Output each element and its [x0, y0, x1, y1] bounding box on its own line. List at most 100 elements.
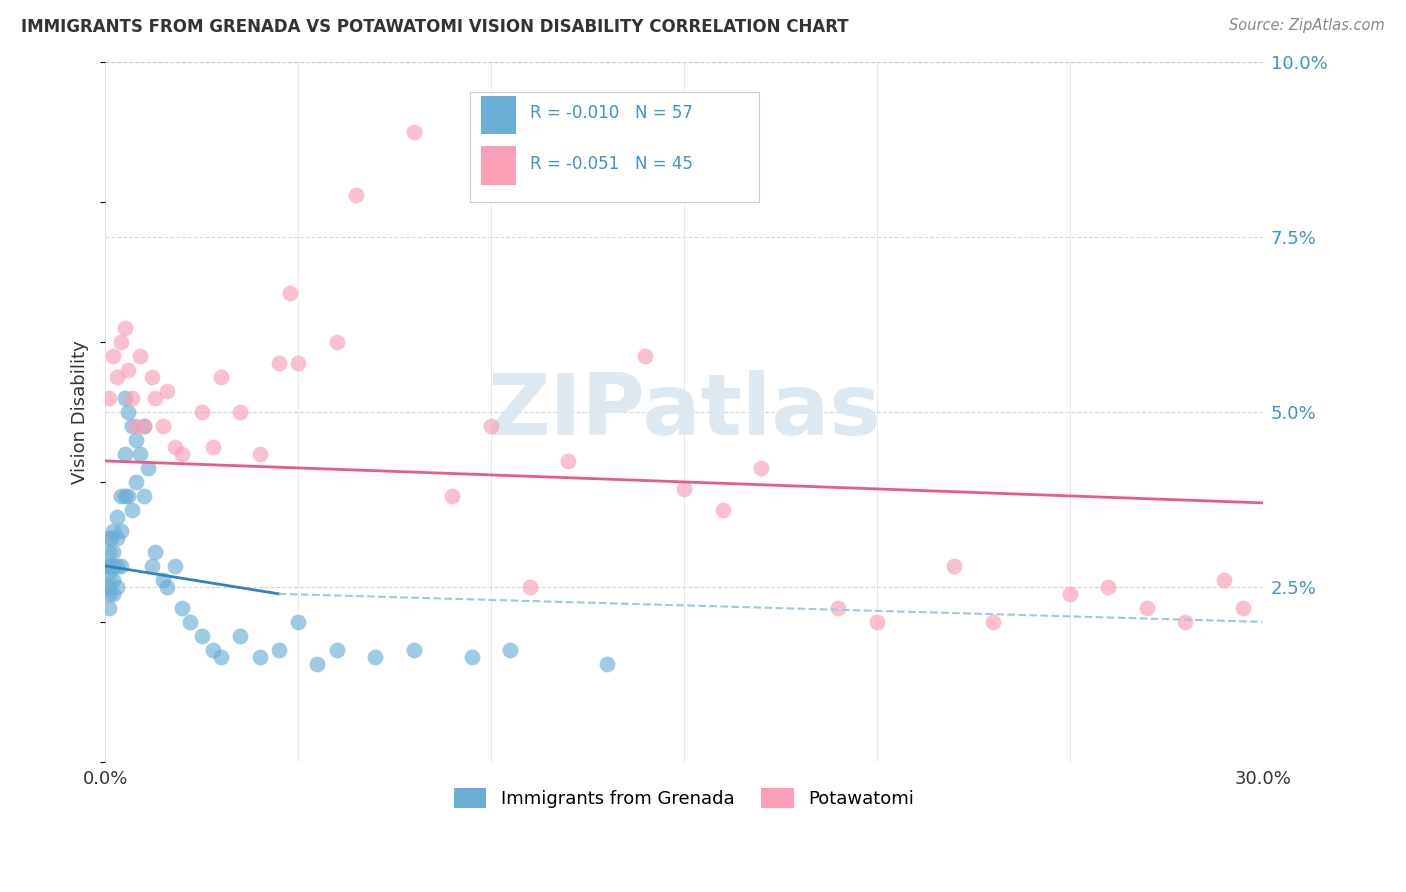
- Point: [105, 509, 128, 524]
- Point: [145, 545, 167, 559]
- Point: [229, 405, 252, 419]
- Point: [402, 125, 425, 139]
- Point: [98, 558, 121, 573]
- Point: [749, 461, 772, 475]
- Point: [172, 600, 194, 615]
- Point: [596, 657, 619, 671]
- Point: [101, 587, 124, 601]
- Point: [344, 188, 367, 202]
- Point: [98, 566, 121, 580]
- Text: R = -0.010   N = 57: R = -0.010 N = 57: [530, 104, 693, 122]
- Point: [202, 643, 225, 657]
- Point: [1097, 580, 1119, 594]
- Point: [132, 419, 155, 434]
- Point: [364, 649, 387, 664]
- Point: [1136, 600, 1159, 615]
- Point: [249, 649, 271, 664]
- Point: [98, 531, 121, 545]
- Point: [402, 643, 425, 657]
- Point: [136, 461, 159, 475]
- Point: [479, 419, 502, 434]
- Legend: Immigrants from Grenada, Potawatomi: Immigrants from Grenada, Potawatomi: [447, 780, 921, 815]
- Point: [114, 489, 136, 503]
- Point: [101, 524, 124, 538]
- Text: IMMIGRANTS FROM GRENADA VS POTAWATOMI VISION DISABILITY CORRELATION CHART: IMMIGRANTS FROM GRENADA VS POTAWATOMI VI…: [21, 18, 849, 36]
- Point: [100, 531, 122, 545]
- Point: [499, 643, 522, 657]
- Point: [96, 580, 118, 594]
- Point: [1232, 600, 1254, 615]
- Point: [114, 321, 136, 335]
- Point: [125, 419, 148, 434]
- FancyBboxPatch shape: [470, 92, 759, 202]
- Point: [249, 447, 271, 461]
- Point: [98, 600, 121, 615]
- Point: [101, 573, 124, 587]
- Point: [1059, 587, 1081, 601]
- Point: [100, 558, 122, 573]
- Point: [132, 419, 155, 434]
- Point: [114, 447, 136, 461]
- Point: [634, 349, 657, 363]
- Point: [1174, 615, 1197, 629]
- Point: [98, 391, 121, 405]
- Point: [172, 447, 194, 461]
- Bar: [481, 146, 516, 185]
- Point: [110, 558, 132, 573]
- Point: [163, 558, 186, 573]
- Point: [105, 558, 128, 573]
- Point: [125, 475, 148, 489]
- Point: [101, 349, 124, 363]
- Point: [672, 482, 695, 496]
- Point: [179, 615, 201, 629]
- Point: [105, 580, 128, 594]
- Text: R = -0.051   N = 45: R = -0.051 N = 45: [530, 154, 693, 172]
- Point: [110, 334, 132, 349]
- Text: ZIPatlas: ZIPatlas: [486, 370, 880, 453]
- Point: [110, 524, 132, 538]
- Point: [121, 503, 143, 517]
- Point: [267, 356, 290, 370]
- Point: [98, 587, 121, 601]
- Point: [711, 503, 734, 517]
- Point: [101, 558, 124, 573]
- Point: [163, 440, 186, 454]
- Bar: [481, 95, 516, 134]
- Point: [117, 363, 139, 377]
- Point: [96, 558, 118, 573]
- Point: [152, 573, 174, 587]
- Point: [307, 657, 329, 671]
- Point: [101, 545, 124, 559]
- Point: [156, 384, 179, 398]
- Y-axis label: Vision Disability: Vision Disability: [72, 340, 89, 483]
- Point: [267, 643, 290, 657]
- Point: [325, 334, 347, 349]
- Point: [1213, 573, 1236, 587]
- Point: [145, 391, 167, 405]
- Point: [117, 489, 139, 503]
- Point: [943, 558, 966, 573]
- Point: [105, 531, 128, 545]
- Point: [141, 558, 163, 573]
- Point: [461, 649, 484, 664]
- Point: [280, 285, 302, 300]
- Point: [98, 545, 121, 559]
- Point: [866, 615, 889, 629]
- Point: [287, 615, 309, 629]
- Point: [98, 580, 121, 594]
- Point: [110, 489, 132, 503]
- Point: [141, 370, 163, 384]
- Point: [129, 447, 152, 461]
- Point: [202, 440, 225, 454]
- Point: [441, 489, 464, 503]
- Text: Source: ZipAtlas.com: Source: ZipAtlas.com: [1229, 18, 1385, 33]
- Point: [287, 356, 309, 370]
- Point: [117, 405, 139, 419]
- Point: [129, 349, 152, 363]
- Point: [209, 649, 232, 664]
- Point: [105, 370, 128, 384]
- Point: [125, 433, 148, 447]
- Point: [152, 419, 174, 434]
- Point: [229, 629, 252, 643]
- Point: [114, 391, 136, 405]
